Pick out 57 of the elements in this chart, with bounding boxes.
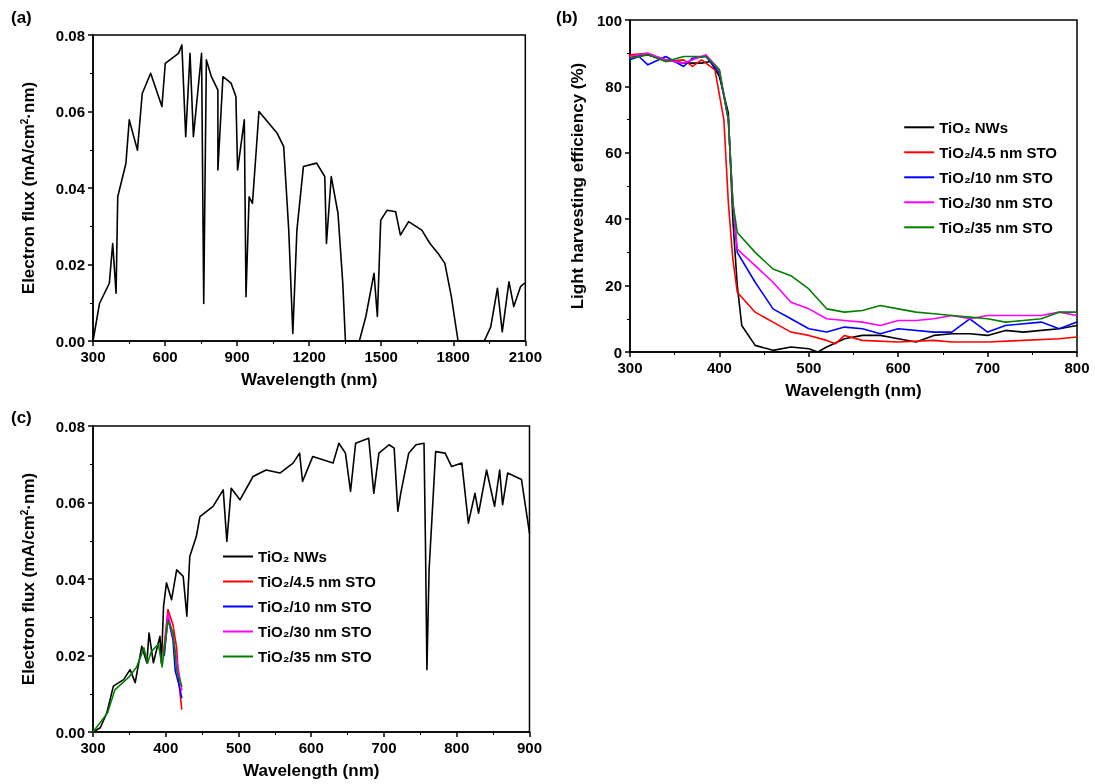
x-tick-label: 600 [152,348,178,365]
x-tick-label: 800 [444,739,470,756]
y-tick-label: 0.06 [55,103,85,120]
y-tick-label: 0.04 [55,179,86,197]
y-tick-label: 60 [605,144,622,162]
x-axis-title: Wavelength (nm) [240,370,378,389]
legend-label: TiO₂/10 nm STO [939,168,1054,186]
x-tick-label: 1500 [364,348,398,365]
y-tick-label: 20 [605,277,622,295]
x-tick-label: 700 [975,359,1001,376]
legend-label: TiO₂ NWs [258,548,327,565]
legend-label: TiO₂/4.5 nm STO [939,143,1058,161]
x-tick-label: 900 [224,348,250,365]
x-tick-label: 500 [796,359,822,376]
chart-title: (c) [11,408,32,427]
y-tick-label: 80 [605,77,622,95]
y-tick-label: 0.04 [55,570,86,588]
y-tick-label: 0.00 [55,723,85,741]
y-tick-label: 100 [596,11,622,29]
x-tick-label: 800 [1064,359,1090,376]
line-series [162,608,183,710]
x-tick-label: 500 [225,739,252,756]
legend-label: TiO₂/10 nm STO [258,598,372,615]
x-tick-label: 700 [371,739,397,756]
y-tick-label: 0 [613,343,622,361]
x-tick-label: 900 [516,739,542,756]
y-axis-title: Electron flux (mA/cm2·nm) [18,81,38,295]
y-axis-title: Electron flux (mA/cm2·nm) [18,472,38,686]
legend-label: TiO₂/35 nm STO [939,218,1054,236]
x-tick-label: 400 [706,359,732,376]
y-axis-title: Light harvesting efficiency (%) [568,62,588,310]
chart-title: (a) [11,8,32,27]
x-tick-label: 300 [80,739,106,756]
y-tick-label: 0.02 [55,256,85,273]
legend-label: TiO₂ NWs [939,118,1009,136]
x-axis-title: Wavelength (nm) [243,761,380,780]
x-axis-title: Wavelength (nm) [785,381,922,400]
x-tick-label: 1200 [292,348,326,365]
y-tick-label: 0.08 [55,26,85,44]
x-tick-label: 600 [885,359,911,376]
y-tick-label: 0.06 [55,494,85,511]
legend-label: TiO₂/4.5 nm STO [258,573,377,590]
x-tick-label: 1800 [436,348,470,365]
x-tick-label: 300 [617,359,643,376]
legend-label: TiO₂/30 nm STO [939,193,1054,211]
x-tick-label: 300 [80,348,106,365]
legend-label: TiO₂/35 nm STO [258,648,372,665]
x-tick-label: 400 [153,739,179,756]
x-tick-label: 2100 [508,348,542,365]
y-tick-label: 0.02 [55,647,85,664]
line-series [92,620,183,733]
legend-label: TiO₂/30 nm STO [258,623,372,640]
x-tick-label: 600 [298,739,324,756]
y-tick-label: 0.08 [55,417,85,435]
y-tick-label: 0.00 [55,332,85,350]
y-tick-label: 40 [605,210,622,228]
chart-title: (b) [556,8,578,27]
